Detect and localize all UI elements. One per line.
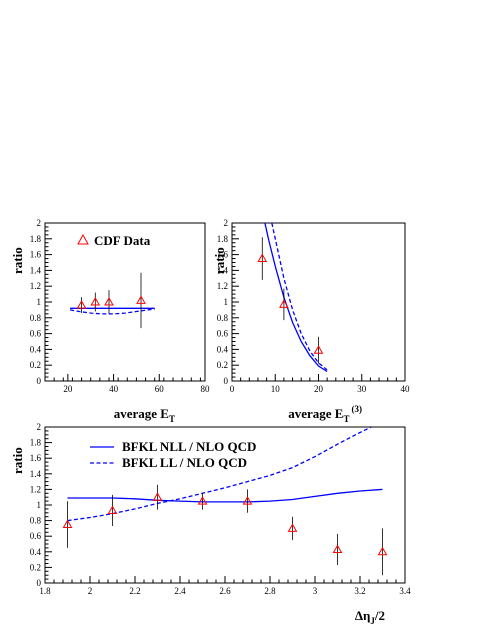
dashed-curve: [271, 223, 328, 371]
y-tick-label: 0.8: [30, 313, 42, 323]
x-axis-label-tail: /2: [374, 608, 385, 623]
y-tick-label: 1.4: [30, 469, 42, 479]
y-tick-label: 0.4: [30, 344, 42, 354]
x-axis-label-sub: T: [169, 414, 175, 424]
x-tick-label: 2: [88, 586, 93, 596]
data-point-triangle: [242, 496, 253, 505]
x-tick-label: 20: [63, 384, 73, 394]
solid-curve: [67, 488, 383, 503]
x-tick-label: 2.6: [219, 586, 231, 596]
y-tick-label: 1.8: [30, 234, 42, 244]
legend-triangle-icon: [77, 233, 89, 245]
y-tick-label: 0: [37, 578, 42, 588]
data-point-triangle: [136, 295, 146, 304]
x-axis-label-sub: J: [370, 616, 375, 626]
data-point-triangle: [313, 345, 324, 354]
y-tick-label: 0.2: [30, 360, 41, 370]
y-axis-label: ratio: [10, 247, 25, 274]
x-tick-label: 10: [271, 384, 281, 394]
y-tick-label: 1: [224, 297, 229, 307]
y-tick-label: 2: [37, 218, 42, 228]
data-point-triangle: [197, 496, 208, 505]
data-point-triangle: [279, 299, 289, 308]
y-tick-label: 1.2: [30, 484, 41, 494]
y-tick-label: 1.6: [30, 453, 42, 463]
data-point-triangle: [90, 296, 101, 306]
y-tick-label: 0: [37, 376, 42, 386]
x-tick-label: 80: [201, 384, 211, 394]
chart-panel-1: 0 0.2 0.4 0.6 0.8 1 1.2 1.4 1.6 1.8 2 20 40 60 80 ratio…: [10, 218, 210, 424]
dashed-curve: [67, 427, 372, 522]
data-point-triangle: [332, 544, 343, 553]
x-tick-label: 20: [314, 384, 324, 394]
chart-panel-2: 00.20.40.60.811.21.41.61.820 10 20 30 40rati…: [212, 218, 410, 424]
data-point-triangle: [107, 505, 118, 514]
y-tick-label: 1.8: [217, 234, 229, 244]
x-tick-label: 60: [155, 384, 165, 394]
y-tick-label: 1.6: [217, 250, 229, 260]
y-tick-label: 0.6: [217, 329, 229, 339]
legend-cdf-data: CDF Data: [94, 233, 151, 248]
legend-ll: BFKL LL / NLO QCD: [122, 455, 247, 470]
x-tick-label: 2.8: [264, 586, 276, 596]
x-tick-label: 40: [109, 384, 119, 394]
y-tick-label: 1.2: [217, 281, 228, 291]
y-tick-label: 0.2: [30, 562, 41, 572]
y-tick-label: 0.6: [30, 329, 42, 339]
x-tick-label: 2.4: [174, 586, 186, 596]
y-tick-label: 1.4: [217, 265, 229, 275]
y-tick-label: 0.8: [217, 313, 229, 323]
y-tick-label: 0.4: [217, 344, 229, 354]
x-tick-label: 3: [313, 586, 318, 596]
y-tick-label: 1: [37, 297, 42, 307]
x-axis-label-main: average E: [288, 406, 343, 421]
x-tick-label: 30: [357, 384, 367, 394]
data-point-triangle: [104, 296, 114, 306]
y-tick-label: 0.4: [30, 547, 42, 557]
x-tick-label: 40: [401, 384, 411, 394]
y-tick-label: 1.6: [30, 250, 42, 260]
chart-panel-3: 0 0.2 0.4 0.6 0.8 1 1.2 1.4 1.6 1.8 2 1.8 2 2.2 2.4 2.6…: [10, 422, 411, 626]
x-tick-label: 3.2: [354, 586, 365, 596]
data-point-triangle: [257, 253, 268, 263]
data-point-triangle: [377, 546, 388, 556]
y-tick-label: 1.8: [30, 438, 42, 448]
y-axis-label: ratio: [212, 247, 227, 274]
x-axis-label: average ET: [114, 406, 175, 424]
data-point-triangle: [152, 492, 163, 501]
data-point-triangle: [287, 523, 298, 532]
y-tick-label: 1.4: [30, 265, 42, 275]
x-axis-label: ΔηJ/2: [355, 608, 385, 626]
x-axis-label-main: Δη: [355, 608, 371, 623]
y-tick-label: 1.2: [30, 281, 41, 291]
solid-curve: [264, 223, 328, 373]
y-tick-label: 2: [37, 422, 42, 432]
y-tick-label: 2: [224, 218, 229, 228]
data-point-triangle: [76, 300, 87, 309]
x-axis-label-sup: (3): [352, 404, 363, 414]
y-tick-label: 0.2: [217, 360, 228, 370]
y-tick-label: 0.6: [30, 531, 42, 541]
x-axis-label-main: average E: [114, 406, 169, 421]
y-tick-label: 0.8: [30, 516, 42, 526]
y-axis-label: ratio: [10, 447, 25, 474]
data-point-triangle: [62, 519, 73, 528]
legend-nll: BFKL NLL / NLO QCD: [122, 439, 256, 454]
x-axis-label: average ET(3): [288, 404, 362, 424]
x-axis-label-sub: T: [343, 414, 349, 424]
dashed-curve: [69, 308, 155, 315]
x-tick-label: 3.4: [399, 586, 411, 596]
x-tick-label: 2.2: [129, 586, 140, 596]
x-tick-label: 0: [230, 384, 235, 394]
y-tick-label: 1: [37, 500, 42, 510]
x-tick-label: 1.8: [39, 586, 51, 596]
y-tick-label: 0: [224, 376, 229, 386]
